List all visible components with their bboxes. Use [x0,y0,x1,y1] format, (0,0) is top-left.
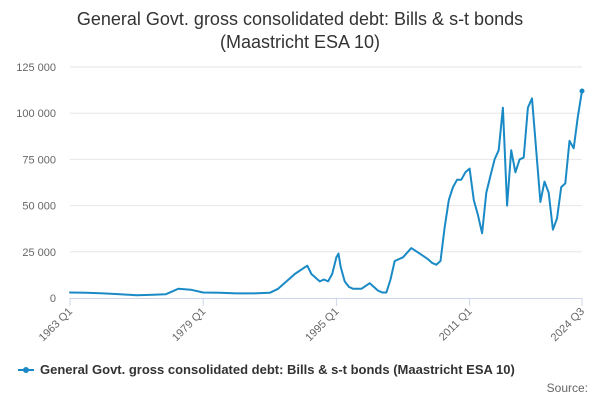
x-tick-label: 1979 Q1 [170,306,208,344]
data-point [579,88,585,94]
x-tick-label: 2011 Q1 [437,306,475,344]
x-tick-label: 1995 Q1 [303,306,341,344]
y-tick-label: 100 000 [16,108,56,120]
axes: 0 25 000 50 000 75 000 100 000 125 000 1963 Q1… [16,62,587,344]
chart-subtitle: (Maastricht ESA 10) [219,32,381,52]
x-tick-label: 2024 Q3 [549,306,587,344]
chart-title: General Govt. gross consolidated debt: B… [76,9,524,29]
legend-label: General Govt. gross consolidated debt: B… [40,362,515,377]
legend-line-marker-icon [18,366,34,373]
series-layer [69,88,585,297]
y-tick-label: 50 000 [22,201,56,213]
legend[interactable]: General Govt. gross consolidated debt: B… [18,362,515,377]
y-tick-label: 125 000 [16,62,56,74]
gridlines [70,66,582,253]
y-tick-label: 75 000 [22,154,56,166]
y-tick-label: 0 [50,293,56,305]
chart-title-block: General Govt. gross consolidated debt: B… [0,8,600,54]
source-note: Source: [546,381,588,395]
x-tick-label: 1963 Q1 [37,306,75,344]
series-line [69,90,583,297]
y-tick-label: 25 000 [22,247,56,259]
